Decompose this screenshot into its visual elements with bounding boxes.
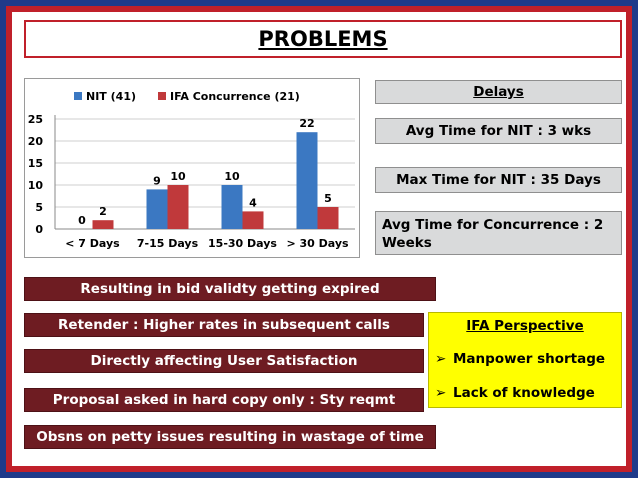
y-tick-label: 25 <box>28 113 43 126</box>
issue-box: Retender : Higher rates in subsequent ca… <box>24 313 424 337</box>
bar <box>92 220 114 229</box>
x-tick-label: 15-30 Days <box>208 237 277 250</box>
avg-concurrence-text: Avg Time for Concurrence : 2 Weeks <box>382 217 604 251</box>
data-label: 10 <box>170 170 186 183</box>
y-tick-label: 20 <box>28 135 44 148</box>
data-label: 0 <box>78 214 86 227</box>
x-tick-label: < 7 Days <box>65 237 120 250</box>
legend-swatch <box>158 92 166 100</box>
arrow-bullet-icon: ➢ <box>435 385 447 401</box>
ifa-item-text: Lack of knowledge <box>453 385 595 401</box>
issue-text: Obsns on petty issues resulting in wasta… <box>36 429 424 445</box>
data-label: 22 <box>299 117 314 130</box>
data-label: 4 <box>249 196 257 209</box>
issue-box: Directly affecting User Satisfaction <box>24 349 424 373</box>
issue-box: Proposal asked in hard copy only : Sty r… <box>24 388 424 412</box>
bar <box>242 211 264 229</box>
max-nit-text: Max Time for NIT : 35 Days <box>396 172 601 188</box>
x-tick-label: > 30 Days <box>286 237 349 250</box>
y-tick-label: 5 <box>35 201 43 214</box>
bar <box>167 185 189 229</box>
ifa-item: ➢ Manpower shortage <box>435 351 605 367</box>
slide-title: PROBLEMS <box>258 27 388 51</box>
avg-nit-box: Avg Time for NIT : 3 wks <box>375 118 622 144</box>
y-tick-label: 15 <box>28 157 43 170</box>
issue-text: Directly affecting User Satisfaction <box>90 353 358 369</box>
ifa-item: ➢ Lack of knowledge <box>435 385 595 401</box>
bar <box>146 189 168 229</box>
avg-nit-text: Avg Time for NIT : 3 wks <box>405 123 592 139</box>
data-label: 10 <box>224 170 240 183</box>
bar <box>317 207 339 229</box>
legend-swatch <box>74 92 82 100</box>
y-tick-label: 10 <box>28 179 44 192</box>
issue-text: Resulting in bid validty getting expired <box>80 281 380 297</box>
title-box: PROBLEMS <box>24 20 622 58</box>
ifa-item-text: Manpower shortage <box>453 351 606 367</box>
ifa-perspective-box: IFA Perspective ➢ Manpower shortage ➢ Lack… <box>428 312 622 408</box>
bar <box>221 185 243 229</box>
issue-text: Retender : Higher rates in subsequent ca… <box>58 317 390 333</box>
legend-label: NIT (41) <box>86 90 136 103</box>
arrow-bullet-icon: ➢ <box>435 351 447 367</box>
avg-concurrence-box: Avg Time for Concurrence : 2 Weeks <box>375 211 622 255</box>
data-label: 2 <box>99 205 107 218</box>
slide-frame-inner <box>6 6 632 472</box>
issue-text: Proposal asked in hard copy only : Sty r… <box>52 392 396 408</box>
x-tick-label: 7-15 Days <box>137 237 199 250</box>
delays-heading: Delays <box>473 84 524 100</box>
data-label: 5 <box>324 192 332 205</box>
issue-box: Obsns on petty issues resulting in wasta… <box>24 425 436 449</box>
max-nit-box: Max Time for NIT : 35 Days <box>375 167 622 193</box>
delays-heading-box: Delays <box>375 80 622 104</box>
issue-box: Resulting in bid validty getting expired <box>24 277 436 301</box>
ifa-perspective-heading: IFA Perspective <box>466 318 584 334</box>
delay-chart: 0 5 10 15 20 25 0 2 < 7 Days 9 10 7-15 Days 10 4 15-30… <box>24 78 360 258</box>
data-label: 9 <box>153 174 161 187</box>
bar <box>296 132 318 229</box>
legend-label: IFA Concurrence (21) <box>170 90 300 103</box>
y-tick-label: 0 <box>35 223 43 236</box>
